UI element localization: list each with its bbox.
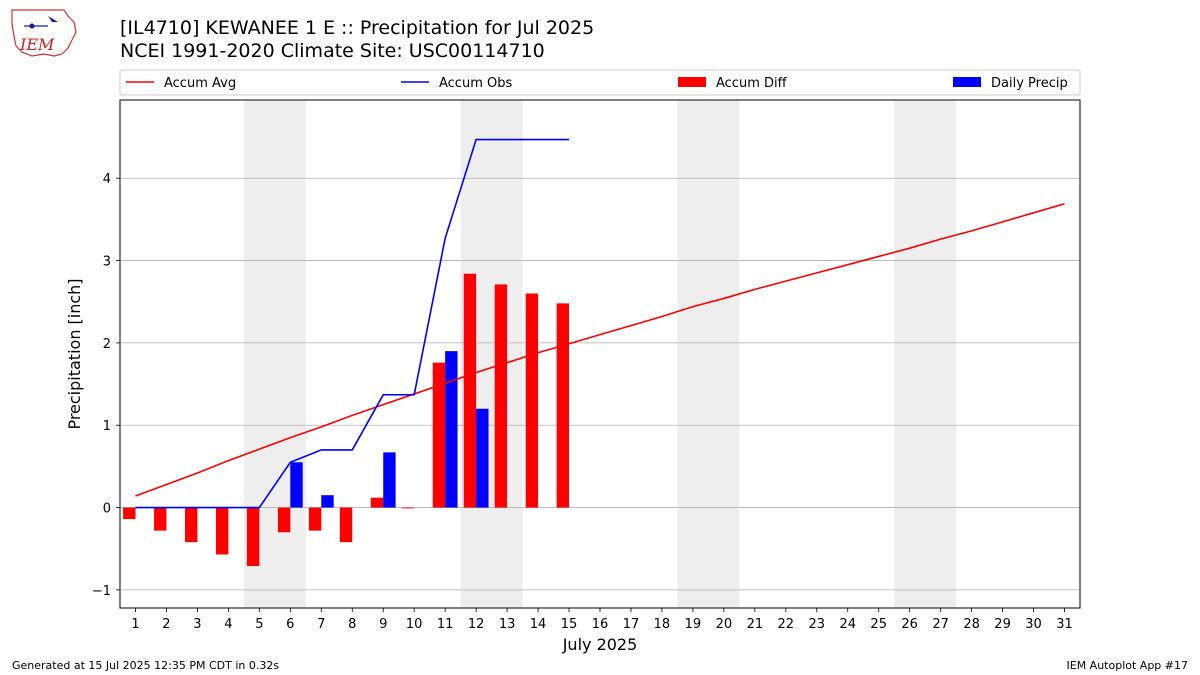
- accum-diff-bar: [525, 293, 539, 508]
- x-tick-label: 27: [932, 617, 949, 632]
- accum-diff-bar: [154, 507, 167, 531]
- daily-precip-bar: [383, 452, 396, 508]
- accum-diff-bar: [494, 284, 508, 508]
- y-tick-label: −1: [92, 584, 111, 599]
- chart-subtitle: NCEI 1991-2020 Climate Site: USC00114710: [120, 40, 545, 62]
- accum-diff-bar: [185, 507, 198, 543]
- y-tick-label: 1: [103, 419, 111, 434]
- x-tick-label: 12: [468, 617, 485, 632]
- accum-diff-bar: [308, 507, 322, 531]
- accum-diff-bar: [123, 507, 136, 520]
- accum-diff-bar: [216, 507, 229, 555]
- legend-box: [119, 69, 1081, 96]
- accum-diff-bar: [556, 303, 570, 508]
- x-tick-label: 3: [193, 617, 201, 632]
- y-tick-label: 3: [103, 255, 111, 270]
- x-tick-label: 1: [131, 617, 139, 632]
- x-tick-label: 6: [286, 617, 294, 632]
- legend-label: Accum Avg: [164, 76, 236, 91]
- x-tick-label: 16: [592, 617, 609, 632]
- chart-title: [IL4710] KEWANEE 1 E :: Precipitation fo…: [120, 17, 595, 39]
- x-tick-label: 26: [901, 617, 918, 632]
- x-tick-label: 31: [1056, 617, 1073, 632]
- x-tick-label: 11: [437, 617, 454, 632]
- y-tick-label: 0: [103, 502, 111, 517]
- accum-diff-bar: [339, 507, 353, 543]
- x-tick-label: 29: [994, 617, 1011, 632]
- legend-swatch: [678, 77, 706, 87]
- accum-diff-bar: [432, 362, 446, 508]
- svg-text:IEM: IEM: [19, 35, 55, 54]
- app-credit: IEM Autoplot App #17: [1066, 659, 1189, 672]
- x-tick-label: 28: [963, 617, 980, 632]
- legend-label: Accum Obs: [439, 76, 512, 91]
- legend-label: Accum Diff: [716, 76, 788, 91]
- accum-diff-bar: [246, 507, 260, 567]
- daily-precip-bar: [290, 462, 303, 508]
- x-tick-label: 10: [406, 617, 423, 632]
- x-tick-label: 23: [809, 617, 826, 632]
- x-tick-label: 7: [317, 617, 325, 632]
- legend-swatch: [953, 77, 981, 87]
- y-axis-label: Precipitation [inch]: [65, 278, 84, 429]
- accum-diff-bar: [463, 273, 477, 508]
- x-tick-label: 22: [778, 617, 795, 632]
- x-tick-label: 5: [255, 617, 263, 632]
- generated-timestamp: Generated at 15 Jul 2025 12:35 PM CDT in…: [12, 659, 280, 672]
- x-tick-label: 18: [654, 617, 671, 632]
- x-tick-label: 19: [685, 617, 702, 632]
- x-tick-label: 2: [162, 617, 170, 632]
- accum-diff-bar: [370, 497, 384, 508]
- accum-obs-line: [135, 138, 570, 509]
- daily-precip-bar: [445, 351, 458, 508]
- accum-avg-line: [135, 202, 1065, 497]
- legend-label: Daily Precip: [991, 76, 1068, 91]
- x-tick-label: 20: [716, 617, 733, 632]
- y-tick-label: 2: [103, 337, 111, 352]
- x-tick-label: 15: [561, 617, 578, 632]
- accum-diff-bar: [401, 507, 415, 509]
- daily-precip-bar: [321, 495, 334, 508]
- daily-precip-bar: [476, 408, 489, 508]
- iem-logo: IEM: [8, 6, 80, 62]
- x-tick-label: 14: [530, 617, 547, 632]
- x-tick-label: 21: [747, 617, 764, 632]
- y-tick-label: 4: [103, 172, 111, 187]
- x-tick-label: 8: [348, 617, 356, 632]
- x-tick-label: 30: [1025, 617, 1042, 632]
- x-tick-label: 24: [839, 617, 856, 632]
- x-tick-label: 9: [379, 617, 387, 632]
- x-tick-label: 13: [499, 617, 516, 632]
- accum-diff-bar: [277, 507, 291, 533]
- x-axis-label: July 2025: [562, 635, 638, 654]
- x-tick-label: 4: [224, 617, 232, 632]
- weekend-band: [894, 100, 957, 608]
- x-tick-label: 17: [623, 617, 640, 632]
- weekend-band: [677, 100, 740, 608]
- x-tick-label: 25: [870, 617, 887, 632]
